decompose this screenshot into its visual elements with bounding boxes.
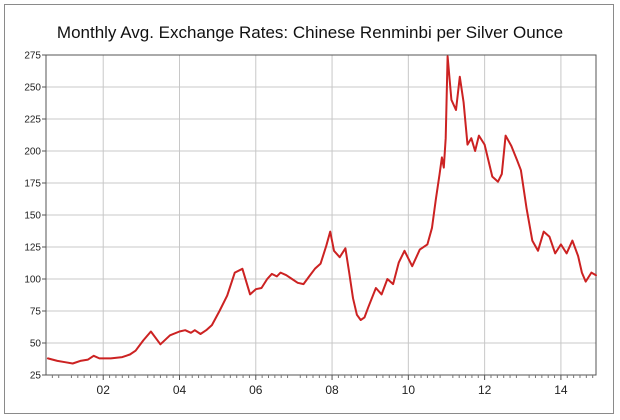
labels-layer: 25 50 75 100 125 150 175 200 225 250 275 02 04 06 08 10… xyxy=(24,51,568,398)
y-tick-label: 100 xyxy=(24,275,41,286)
y-tick-label: 125 xyxy=(24,243,41,254)
series-layer xyxy=(46,55,597,365)
x-tick-label: 10 xyxy=(402,383,416,397)
y-tick-label: 75 xyxy=(30,307,42,318)
y-tick-label: 275 xyxy=(24,51,41,62)
chart-title: Monthly Avg. Exchange Rates: Chinese Ren… xyxy=(56,23,564,42)
x-tick-label: 14 xyxy=(554,383,568,397)
x-tick-label: 08 xyxy=(325,383,339,397)
y-tick-label: 225 xyxy=(24,115,41,126)
x-tick-label: 12 xyxy=(478,383,492,397)
grid-layer xyxy=(46,55,596,375)
x-tick-label: 04 xyxy=(173,383,187,397)
chart-frame xyxy=(4,4,614,414)
ticks-layer xyxy=(42,54,594,380)
x-tick-label: 06 xyxy=(249,383,263,397)
x-tick-label: 02 xyxy=(97,383,111,397)
series-line xyxy=(46,55,597,365)
y-tick-label: 200 xyxy=(24,147,41,158)
y-tick-label: 25 xyxy=(30,371,42,382)
y-tick-label: 250 xyxy=(24,83,41,94)
y-tick-label: 150 xyxy=(24,211,41,222)
y-tick-label: 175 xyxy=(24,179,41,190)
y-tick-label: 50 xyxy=(30,339,42,350)
